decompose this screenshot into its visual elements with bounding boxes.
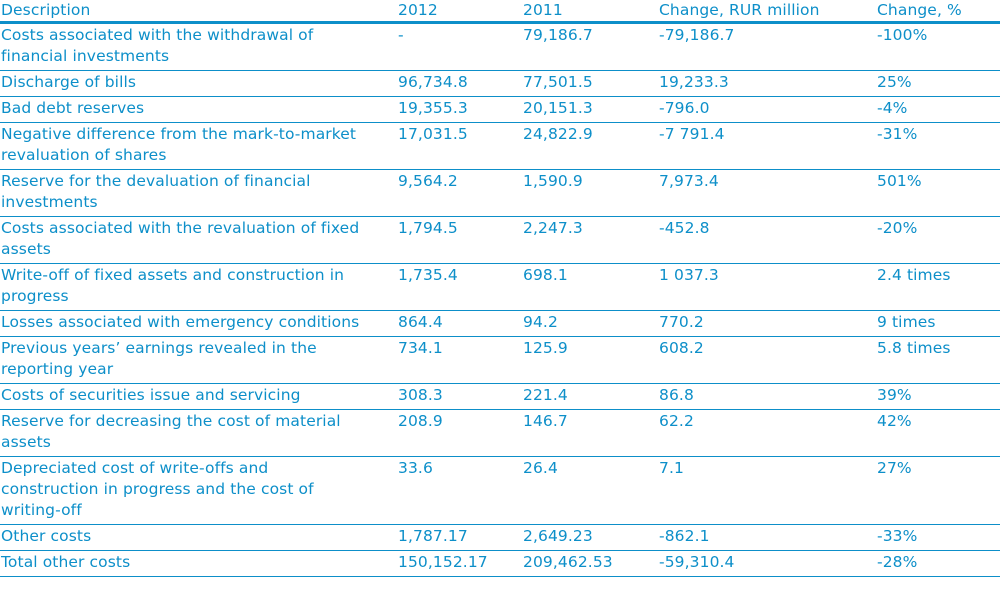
cell-2011: 2,649.23: [522, 524, 658, 551]
cell-2011: 20,151.3: [522, 96, 658, 123]
cell-description: Costs associated with the revaluation of…: [0, 216, 397, 264]
cell-2012: 1,735.4: [397, 263, 522, 311]
cell-description: Other costs: [0, 524, 397, 551]
cell-2011: 77,501.5: [522, 70, 658, 97]
cell-change-rur: 1 037.3: [658, 263, 876, 311]
cell-2011: 698.1: [522, 263, 658, 311]
table-row: Negative difference from the mark-to-mar…: [0, 122, 1000, 170]
cell-change-pct: -4%: [876, 96, 1000, 123]
cell-description: Losses associated with emergency conditi…: [0, 310, 397, 337]
total-row: Total other costs 150,152.17 209,462.53 -59…: [0, 550, 1000, 577]
cell-description: Costs of securities issue and servicing: [0, 383, 397, 410]
table-row: Costs associated with the withdrawal of …: [0, 22, 1000, 71]
table-row: Reserve for the devaluation of financial…: [0, 169, 1000, 217]
cell-2011: 125.9: [522, 336, 658, 384]
cell-2011: 24,822.9: [522, 122, 658, 170]
cell-change-rur: 770.2: [658, 310, 876, 337]
table-row: Other costs 1,787.17 2,649.23 -862.1 -33%: [0, 524, 1000, 551]
cell-change-rur: -452.8: [658, 216, 876, 264]
cell-change-pct: 2.4 times: [876, 263, 1000, 311]
header-2012: 2012: [397, 0, 522, 24]
cell-2012: 1,787.17: [397, 524, 522, 551]
cell-change-rur: 19,233.3: [658, 70, 876, 97]
table-row: Losses associated with emergency conditi…: [0, 310, 1000, 337]
table-row: Bad debt reserves 19,355.3 20,151.3 -796.0-…: [0, 96, 1000, 123]
table-body: Costs associated with the withdrawal of …: [0, 22, 1000, 577]
cell-2012: 33.6: [397, 456, 522, 525]
cell-description: Bad debt reserves: [0, 96, 397, 123]
cell-change-pct: 5.8 times: [876, 336, 1000, 384]
cell-description: Previous years’ earnings revealed in the…: [0, 336, 397, 384]
header-description: Description: [0, 0, 397, 24]
cell-2011: 2,247.3: [522, 216, 658, 264]
table-row: Previous years’ earnings revealed in the…: [0, 336, 1000, 384]
cell-description: Discharge of bills: [0, 70, 397, 97]
table-row: Costs associated with the revaluation of…: [0, 216, 1000, 264]
cell-change-pct: 25%: [876, 70, 1000, 97]
cell-2011: 26.4: [522, 456, 658, 525]
header-2011: 2011: [522, 0, 658, 24]
table-row: Discharge of bills 96,734.8 77,501.5 19,233…: [0, 70, 1000, 97]
cell-change-pct: 42%: [876, 409, 1000, 457]
other-costs-table: Description 2012 2011 Change, RUR millio…: [0, 0, 1000, 577]
header-change-pct: Change, %: [876, 0, 1000, 24]
cell-change-rur: 608.2: [658, 336, 876, 384]
cell-change-pct: -100%: [876, 22, 1000, 71]
cell-2011: 1,590.9: [522, 169, 658, 217]
cell-2012: 308.3: [397, 383, 522, 410]
cell-2012: 17,031.5: [397, 122, 522, 170]
cell-2011: 79,186.7: [522, 22, 658, 71]
cell-change-rur: -79,186.7: [658, 22, 876, 71]
cell-change-pct: 501%: [876, 169, 1000, 217]
cell-description: Negative difference from the mark-to-mar…: [0, 122, 397, 170]
cell-change-rur: -7 791.4: [658, 122, 876, 170]
cell-2012: 734.1: [397, 336, 522, 384]
cell-change-pct: 27%: [876, 456, 1000, 525]
cell-change-rur: -59,310.4: [658, 550, 876, 577]
cell-change-pct: -28%: [876, 550, 1000, 577]
cell-2011: 221.4: [522, 383, 658, 410]
cell-description: Reserve for decreasing the cost of mater…: [0, 409, 397, 457]
table-header: Description 2012 2011 Change, RUR millio…: [0, 0, 1000, 24]
cell-2012: 9,564.2: [397, 169, 522, 217]
cell-change-rur: 7,973.4: [658, 169, 876, 217]
cell-description: Total other costs: [0, 550, 397, 577]
cell-description: Write-off of fixed assets and constructi…: [0, 263, 397, 311]
cell-2012: 1,794.5: [397, 216, 522, 264]
header-row: Description 2012 2011 Change, RUR millio…: [0, 0, 1000, 24]
cell-2011: 146.7: [522, 409, 658, 457]
header-change-rur: Change, RUR million: [658, 0, 876, 24]
cell-change-pct: 39%: [876, 383, 1000, 410]
table-row: Costs of securities issue and servicing 3…: [0, 383, 1000, 410]
cell-2012: 150,152.17: [397, 550, 522, 577]
cell-2012: 19,355.3: [397, 96, 522, 123]
cell-change-rur: 86.8: [658, 383, 876, 410]
cell-change-rur: -862.1: [658, 524, 876, 551]
cell-change-rur: -796.0: [658, 96, 876, 123]
cell-description: Reserve for the devaluation of financial…: [0, 169, 397, 217]
cell-2012: 208.9: [397, 409, 522, 457]
cell-change-rur: 62.2: [658, 409, 876, 457]
cell-change-pct: -33%: [876, 524, 1000, 551]
cell-change-pct: -20%: [876, 216, 1000, 264]
cell-change-rur: 7.1: [658, 456, 876, 525]
cell-2012: 96,734.8: [397, 70, 522, 97]
table-row: Write-off of fixed assets and constructi…: [0, 263, 1000, 311]
cell-2012: 864.4: [397, 310, 522, 337]
cell-description: Costs associated with the withdrawal of …: [0, 22, 397, 71]
table-row: Depreciated cost of write-offs and const…: [0, 456, 1000, 525]
table-row: Reserve for decreasing the cost of mater…: [0, 409, 1000, 457]
cell-change-pct: -31%: [876, 122, 1000, 170]
cell-2011: 209,462.53: [522, 550, 658, 577]
cell-change-pct: 9 times: [876, 310, 1000, 337]
cell-2012: -: [397, 22, 522, 71]
cell-2011: 94.2: [522, 310, 658, 337]
cell-description: Depreciated cost of write-offs and const…: [0, 456, 397, 525]
